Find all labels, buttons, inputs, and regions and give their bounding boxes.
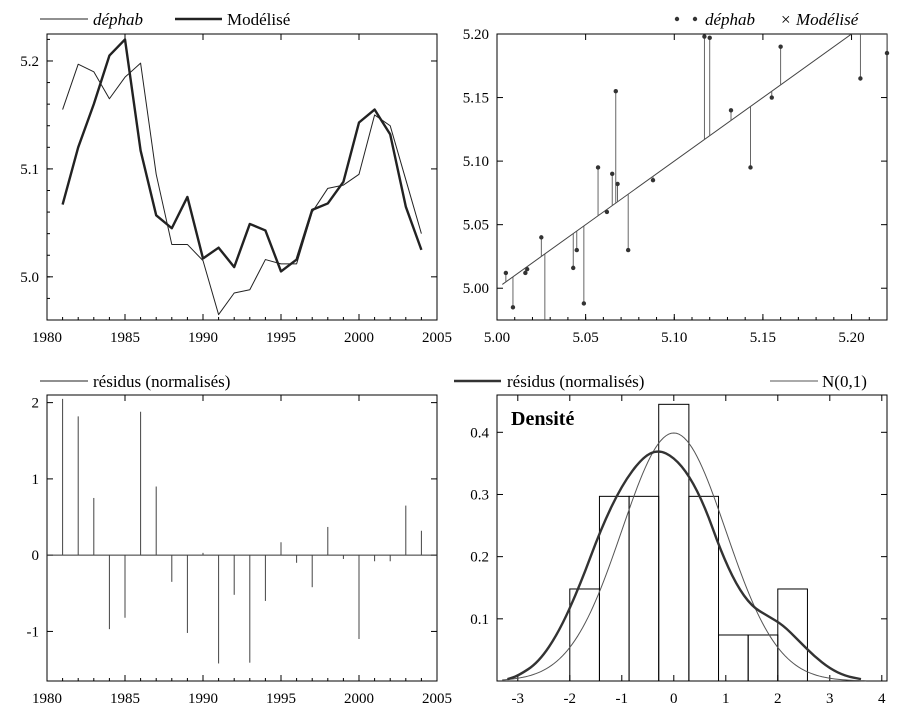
legend4-label: résidus (normalisés) [507,372,644,391]
plot2-point [778,44,783,49]
plot2-xtick-label: 5.15 [750,330,776,346]
legend2-label: déphab [705,10,755,29]
plot2-ytick-label: 5.05 [463,218,489,234]
plot1-xtick-label: 1980 [32,330,62,346]
legend4-label: N(0,1) [822,372,867,391]
plot3-ytick-label: 2 [32,396,40,412]
plot2-point [539,235,544,240]
plot1-xtick-label: 2005 [422,330,452,346]
plot2-point [707,35,712,41]
plot2-point [769,95,774,100]
plot4-density-curve [507,450,862,681]
plot2-ytick-label: 5.10 [463,154,489,170]
legend1-label: Modélisé [227,10,290,29]
plot1-ytick-label: 5.0 [20,270,39,286]
plot2-point [574,247,579,253]
plot3-xtick-label: 1985 [110,691,140,707]
plot1-xtick-label: 1995 [266,330,296,346]
plot4-ytick-label: 0.3 [470,487,489,503]
plot2-frame [496,33,888,321]
plot2-xtick-label: 5.10 [661,330,687,346]
plot2-point [571,265,576,271]
plot2-point [613,89,618,94]
plot2-point [728,108,734,113]
plot2-point [625,247,631,253]
plot4-xtick-label: 0 [670,691,678,707]
plot4-hist-bar [628,495,660,682]
plot3-xtick-label: 1990 [188,691,218,707]
plot3-ytick-label: 1 [32,472,40,488]
legend2-dot [674,16,680,22]
plot4-ytick-label: 0.2 [470,550,489,566]
plot2-point [858,76,863,81]
plot4-xtick-label: 1 [722,691,730,707]
plot2-fit-line [502,34,853,285]
legend1-label: déphab [93,10,143,29]
plot3-xtick-label: 2005 [422,691,452,707]
plot2-ytick-label: 5.20 [463,27,489,43]
legend2-label: Modélisé [795,10,860,29]
plot4-xtick-label: 2 [774,691,782,707]
plot2-point [604,209,610,215]
plot4-xtick-label: 4 [878,691,886,707]
plot4-normal-curve [502,432,867,682]
plot4-xtick-label: -1 [616,691,629,707]
plot3-ytick-label: -1 [27,624,40,640]
plot2-xtick-label: 5.05 [573,330,599,346]
plot4-hist-bar [777,588,808,682]
plot2-xtick-label: 5.00 [484,330,510,346]
plot2-point [595,165,601,170]
plot1-ytick-label: 5.2 [20,54,39,70]
plot4-ytick-label: 0.1 [470,612,489,628]
plot3-ytick-label: 0 [32,548,40,564]
plot4-ytick-label: 0.4 [470,425,489,441]
plot1-ytick-label: 5.1 [20,162,39,178]
plot2-ytick-label: 5.15 [463,91,489,107]
plot2-point [702,34,707,39]
plot3-xtick-label: 2000 [344,691,374,707]
plot2-ytick-label: 5.00 [463,281,489,297]
plot1-xtick-label: 1985 [110,330,140,346]
plot1-xtick-label: 2000 [344,330,374,346]
plot3-frame [46,394,438,682]
plot2-xtick-label: 5.20 [838,330,864,346]
plot3-xtick-label: 1995 [266,691,296,707]
plot4-hist-bar [718,634,749,682]
plot2-point [610,171,615,177]
plot2-point [523,270,528,276]
plot1-series-Modélisé [61,38,423,273]
plot2-point [884,50,890,56]
plot2-point [524,266,530,272]
plot4-xtick-label: -2 [564,691,577,707]
plot3-xtick-label: 1980 [32,691,62,707]
plot2-point [510,305,516,310]
plot4-hist-bar [658,403,690,682]
plot4-title: Densité [511,408,574,430]
legend2-label: × [781,10,791,29]
plot2-point [503,270,509,276]
plot4-xtick-label: -3 [512,691,525,707]
plot4-hist-bar [688,495,720,682]
plot2-point [581,301,587,306]
legend3-label: résidus (normalisés) [93,372,230,391]
plot1-xtick-label: 1990 [188,330,218,346]
plot2-point [615,181,620,187]
plot2-point [650,177,656,183]
plot2-point [748,165,753,170]
plot4-xtick-label: 3 [826,691,834,707]
plot1-series-déphab [62,62,422,316]
legend2-dot [692,16,698,22]
plot1-frame [46,33,438,321]
